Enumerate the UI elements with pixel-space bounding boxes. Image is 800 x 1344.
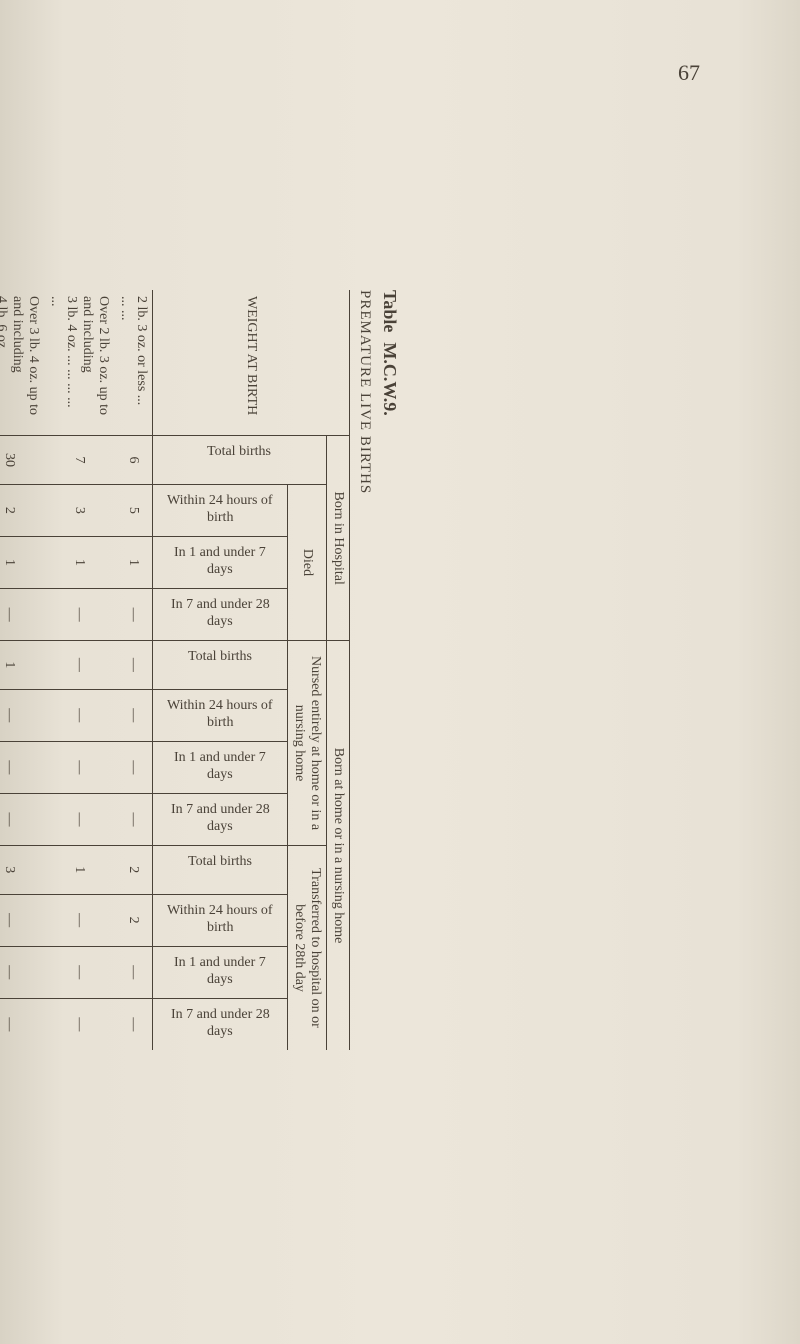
col-weight: WEIGHT AT BIRTH [153, 290, 350, 436]
cell: — [0, 589, 44, 641]
cell: — [44, 689, 114, 741]
cell: — [44, 946, 114, 998]
cell: — [44, 641, 114, 690]
cell: — [114, 793, 153, 845]
cell: — [114, 946, 153, 998]
cell: — [0, 689, 44, 741]
cell: — [114, 589, 153, 641]
table-row: Over 3 lb. 4 oz. up to and including 4 l… [0, 290, 44, 1050]
cell: — [114, 689, 153, 741]
table-head: WEIGHT AT BIRTH Born in Hospital Born at… [153, 290, 350, 1050]
cell: — [0, 793, 44, 845]
cell: 6 [114, 436, 153, 485]
cell: 1 [44, 846, 114, 895]
cell: — [44, 894, 114, 946]
n-total: Total births [156, 647, 284, 668]
cell: — [44, 741, 114, 793]
table-title: PREMATURE LIVE BIRTHS [356, 290, 373, 1050]
n-7-28: In 7 and under 28 days [156, 800, 284, 838]
cell: 3 [0, 846, 44, 895]
cell: — [0, 894, 44, 946]
grp-home: Born at home or in a nursing home [327, 641, 350, 1050]
h-24: Within 24 hours of birth [156, 491, 284, 529]
cell: — [0, 998, 44, 1050]
row-label: Over 2 lb. 3 oz. up to and including 3 l… [44, 290, 114, 436]
grp-hospital: Born in Hospital [327, 436, 350, 641]
table-caption: Table M.C.W.9. [379, 290, 400, 1050]
cell: — [44, 998, 114, 1050]
cell: 5 [114, 484, 153, 536]
h-died: Died [288, 484, 327, 640]
t-1-7: In 1 and under 7 days [156, 953, 284, 991]
t-7-28: In 7 and under 28 days [156, 1005, 284, 1043]
cell: 1 [0, 641, 44, 690]
cell: 30 [0, 436, 44, 485]
data-table: WEIGHT AT BIRTH Born in Hospital Born at… [0, 290, 350, 1050]
cell: — [0, 946, 44, 998]
n-1-7: In 1 and under 7 days [156, 748, 284, 786]
table-row: Over 2 lb. 3 oz. up to and including 3 l… [44, 290, 114, 1050]
table-row: 2 lb. 3 oz. or less ... ... ...651—————2… [114, 290, 153, 1050]
cell: — [114, 998, 153, 1050]
h-1-7: In 1 and under 7 days [156, 543, 284, 581]
n-24: Within 24 hours of birth [156, 696, 284, 734]
cell: — [44, 589, 114, 641]
cell: 3 [44, 484, 114, 536]
table-code: M.C.W.9. [379, 342, 400, 415]
cell: — [0, 741, 44, 793]
row-label: Over 3 lb. 4 oz. up to and including 4 l… [0, 290, 44, 436]
cell: 1 [114, 536, 153, 588]
row-label: 2 lb. 3 oz. or less ... ... ... [114, 290, 153, 436]
grp-nursed: Nursed entirely at home or in a nursing … [288, 641, 327, 846]
table-body: 2 lb. 3 oz. or less ... ... ...651—————2… [0, 290, 153, 1050]
cell: — [44, 793, 114, 845]
grp-transferred: Transferred to hospital on or before 28t… [288, 846, 327, 1051]
cell: 1 [44, 536, 114, 588]
cell: 1 [0, 536, 44, 588]
cell: 7 [44, 436, 114, 485]
cell: — [114, 641, 153, 690]
cell: 2 [114, 894, 153, 946]
cell: 2 [114, 846, 153, 895]
t-total: Total births [156, 852, 284, 873]
t-24: Within 24 hours of birth [156, 901, 284, 939]
scanned-page: 67 Table M.C.W.9. PREMATURE LIVE BIRTHS … [0, 0, 800, 1344]
h-7-28: In 7 and under 28 days [156, 595, 284, 633]
table-block: Table M.C.W.9. PREMATURE LIVE BIRTHS WEI… [0, 290, 400, 1050]
h-total: Total births [176, 442, 304, 463]
cell: — [114, 741, 153, 793]
page-number: 67 [678, 60, 700, 86]
table-label: Table [379, 290, 400, 332]
cell: 2 [0, 484, 44, 536]
